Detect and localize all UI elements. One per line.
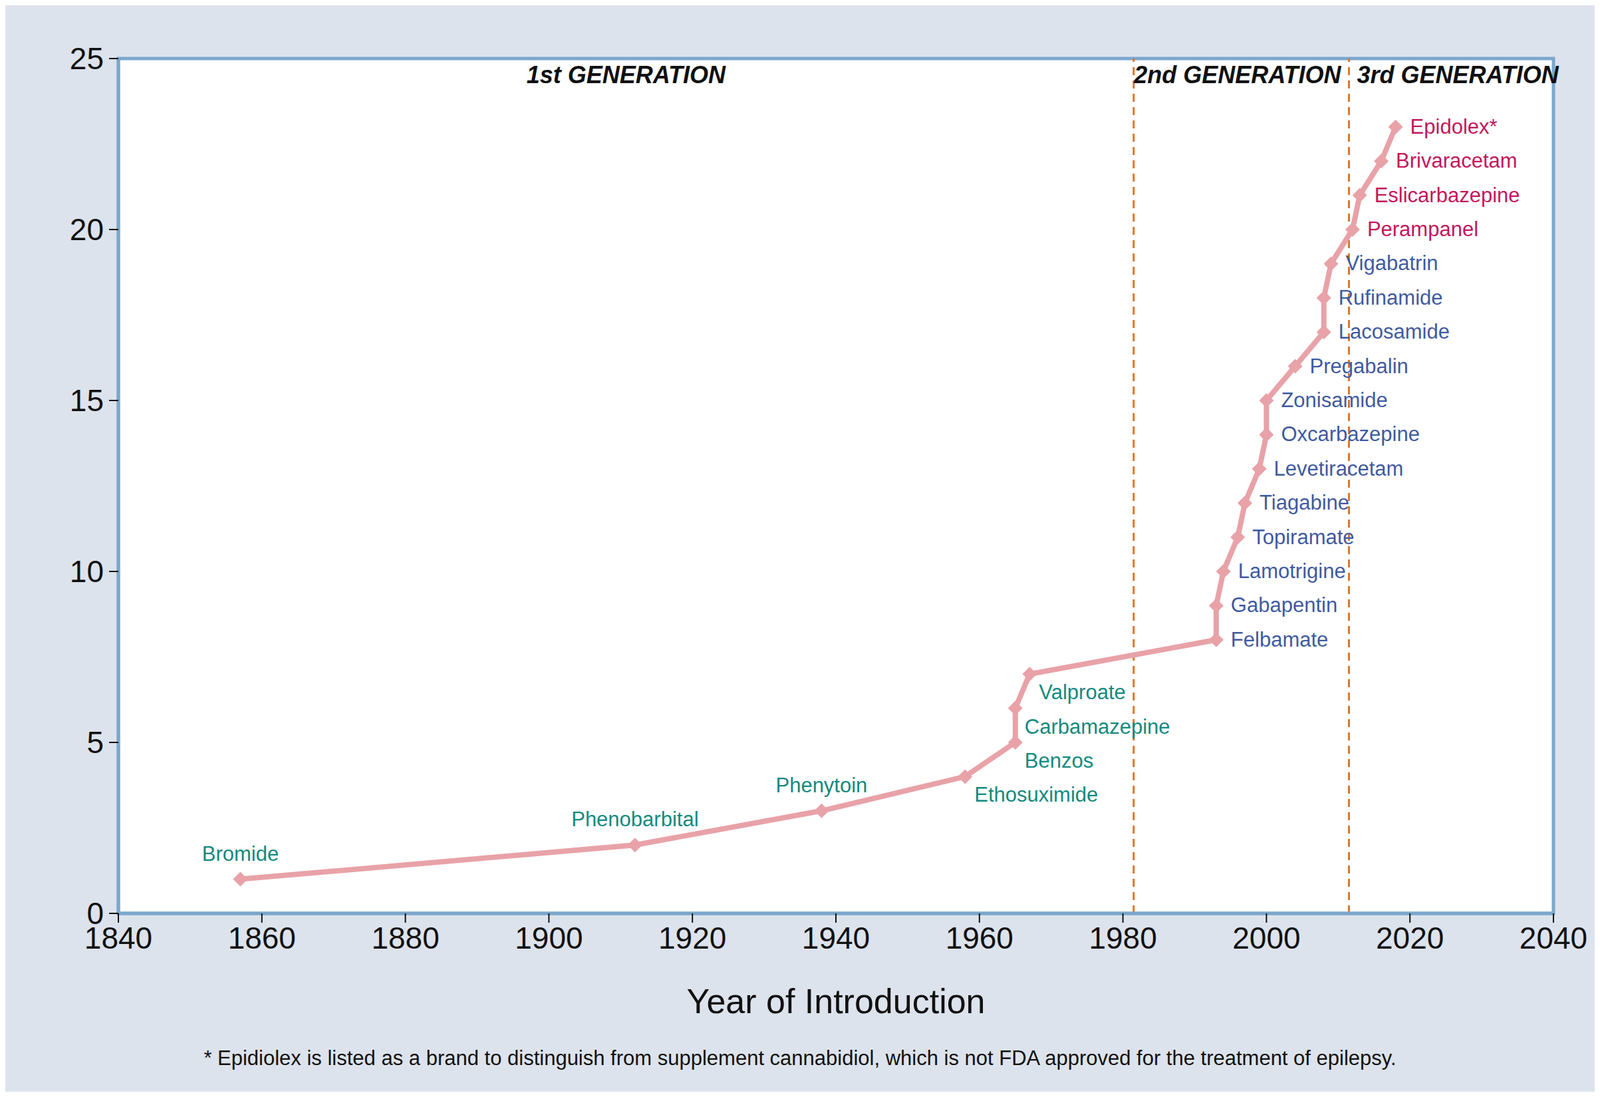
svg-text:Phenytoin: Phenytoin: [775, 773, 868, 797]
svg-text:20: 20: [69, 212, 104, 247]
svg-text:Levetiracetam: Levetiracetam: [1274, 456, 1404, 481]
svg-text:15: 15: [69, 383, 104, 418]
svg-text:10: 10: [69, 553, 104, 589]
svg-text:1840: 1840: [84, 920, 153, 955]
svg-text:Felbamate: Felbamate: [1230, 627, 1329, 652]
svg-text:1920: 1920: [658, 920, 727, 955]
svg-text:1880: 1880: [371, 920, 439, 955]
svg-text:Perampanel: Perampanel: [1367, 217, 1479, 241]
html-text:* Epidiolex is listed as a bra: * Epidiolex is listed as a brand to dist…: [203, 1046, 1397, 1070]
svg-text:0: 0: [86, 895, 104, 931]
svg-text:1900: 1900: [514, 920, 583, 955]
svg-text:1960: 1960: [945, 920, 1014, 955]
svg-text:Epidolex*: Epidolex*: [1410, 115, 1498, 139]
svg-text:3rd GENERATION: 3rd GENERATION: [1356, 61, 1559, 89]
svg-text:Year of Introduction: Year of Introduction: [686, 981, 985, 1021]
svg-text:25: 25: [69, 41, 104, 76]
svg-text:Lacosamide: Lacosamide: [1338, 319, 1450, 344]
svg-text:Gabapentin: Gabapentin: [1230, 593, 1338, 617]
svg-text:Valproate: Valproate: [1038, 680, 1126, 704]
svg-text:Ethosuximide: Ethosuximide: [974, 782, 1098, 806]
svg-text:1860: 1860: [228, 920, 296, 955]
svg-text:1940: 1940: [801, 920, 870, 955]
svg-text:Eslicarbazepine: Eslicarbazepine: [1374, 183, 1521, 207]
svg-text:Zonisamide: Zonisamide: [1280, 388, 1388, 412]
svg-text:Tiagabine: Tiagabine: [1259, 490, 1350, 515]
svg-text:Vigabatrin: Vigabatrin: [1345, 251, 1439, 275]
svg-text:5: 5: [86, 724, 104, 760]
svg-text:2nd GENERATION: 2nd GENERATION: [1133, 61, 1342, 89]
svg-text:Topiramate: Topiramate: [1252, 525, 1354, 549]
svg-text:2020: 2020: [1375, 920, 1444, 955]
svg-text:2000: 2000: [1232, 920, 1301, 955]
svg-text:2040: 2040: [1519, 920, 1588, 955]
svg-text:Carbamazepine: Carbamazepine: [1024, 714, 1171, 739]
svg-text:Pregabalin: Pregabalin: [1310, 354, 1409, 378]
svg-text:1980: 1980: [1088, 920, 1157, 955]
svg-text:1st GENERATION: 1st GENERATION: [526, 61, 727, 89]
svg-text:Brivaracetam: Brivaracetam: [1395, 148, 1518, 173]
svg-text:Phenobarbital: Phenobarbital: [571, 807, 699, 831]
svg-text:Lamotrigine: Lamotrigine: [1238, 559, 1346, 583]
svg-text:Rufinamide: Rufinamide: [1338, 285, 1444, 310]
svg-text:Oxcarbazepine: Oxcarbazepine: [1280, 422, 1420, 446]
svg-text:Benzos: Benzos: [1024, 748, 1094, 773]
svg-text:Bromide: Bromide: [202, 841, 279, 866]
